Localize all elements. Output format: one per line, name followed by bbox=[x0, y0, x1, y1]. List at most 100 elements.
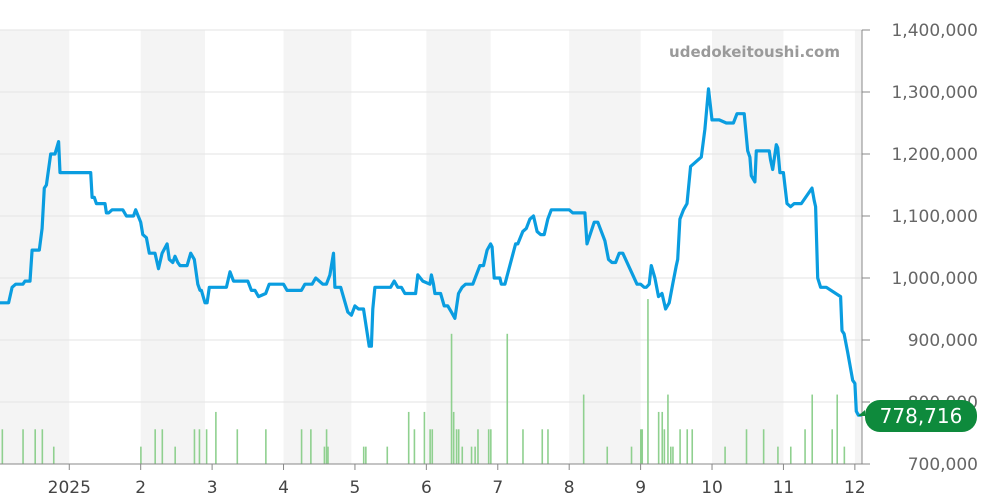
volume-bar bbox=[52, 446, 55, 464]
volume-bar bbox=[470, 446, 473, 464]
x-tick-label: 10 bbox=[701, 478, 723, 498]
volume-bar bbox=[1, 429, 4, 464]
volume-bar bbox=[457, 429, 460, 464]
volume-bar bbox=[745, 429, 748, 464]
volume-bar bbox=[34, 429, 36, 464]
volume-bar bbox=[490, 429, 492, 464]
volume-bar bbox=[431, 429, 434, 464]
volume-bar bbox=[487, 429, 490, 464]
volume-bar bbox=[461, 446, 464, 464]
volume-bar bbox=[686, 429, 689, 464]
x-tick-label: 12 bbox=[844, 478, 866, 498]
volume-bar bbox=[506, 333, 509, 464]
volume-bar bbox=[647, 299, 649, 464]
x-tick-label: 6 bbox=[421, 478, 432, 498]
volume-bar bbox=[325, 429, 328, 464]
volume-bar bbox=[327, 446, 329, 464]
volume-bar bbox=[41, 429, 44, 464]
month-band bbox=[283, 30, 352, 464]
volume-bar bbox=[423, 411, 426, 464]
x-tick-label: 11 bbox=[773, 478, 795, 498]
month-band bbox=[140, 30, 205, 464]
volume-bar bbox=[474, 446, 476, 464]
volume-bar bbox=[804, 429, 806, 464]
volume-bar bbox=[843, 446, 846, 464]
x-tick-label: 7 bbox=[492, 478, 503, 498]
volume-bar bbox=[365, 446, 367, 464]
volume-bar bbox=[522, 429, 524, 464]
volume-bar bbox=[154, 429, 156, 464]
volume-bar bbox=[672, 446, 674, 464]
volume-bar bbox=[640, 429, 642, 464]
volume-bar bbox=[831, 429, 834, 464]
volume-bar bbox=[724, 446, 726, 464]
volume-bar bbox=[205, 429, 208, 464]
month-band bbox=[0, 30, 70, 464]
x-tick-label: 2025 bbox=[48, 478, 91, 498]
volume-bar bbox=[670, 446, 672, 464]
y-tick-label: 700,000 bbox=[908, 455, 978, 475]
volume-bars bbox=[1, 299, 846, 464]
volume-bar bbox=[413, 429, 416, 464]
volume-bar bbox=[300, 429, 303, 464]
volume-bar bbox=[174, 446, 176, 464]
volume-bar bbox=[198, 429, 201, 464]
y-tick-label: 1,100,000 bbox=[891, 207, 978, 227]
x-tick-label: 3 bbox=[207, 478, 218, 498]
volume-bar bbox=[362, 446, 365, 464]
x-tick-label: 4 bbox=[278, 478, 289, 498]
volume-bar bbox=[429, 429, 431, 464]
volume-bar bbox=[22, 429, 24, 464]
y-tick-label: 1,000,000 bbox=[891, 269, 978, 289]
volume-bar bbox=[310, 429, 312, 464]
y-tick-label: 1,300,000 bbox=[891, 83, 978, 103]
volume-bar bbox=[582, 394, 585, 464]
volume-bar bbox=[450, 333, 453, 464]
volume-bar bbox=[323, 446, 326, 464]
volume-bar bbox=[630, 446, 633, 464]
volume-bar bbox=[606, 446, 609, 464]
volume-bar bbox=[452, 411, 455, 464]
y-tick-label: 1,400,000 bbox=[891, 21, 978, 41]
current-price-badge: 778,716 bbox=[858, 400, 977, 432]
volume-bar bbox=[547, 429, 549, 464]
volume-bar bbox=[811, 394, 814, 464]
price-line-series bbox=[0, 87, 862, 417]
volume-bar bbox=[236, 429, 239, 464]
volume-bar bbox=[836, 394, 839, 464]
volume-bar bbox=[691, 429, 694, 464]
volume-bar bbox=[679, 429, 681, 464]
month-band bbox=[712, 30, 784, 464]
volume-bar bbox=[657, 411, 660, 464]
volume-bar bbox=[455, 429, 458, 464]
volume-bar bbox=[661, 411, 664, 464]
volume-bar bbox=[541, 429, 544, 464]
volume-bar bbox=[663, 429, 666, 464]
watermark-text: udedokeitoushi.com bbox=[669, 43, 840, 61]
volume-bar bbox=[667, 394, 669, 464]
month-band bbox=[854, 30, 862, 464]
x-tick-label: 2 bbox=[135, 478, 146, 498]
volume-bar bbox=[407, 411, 410, 464]
volume-bar bbox=[477, 429, 479, 464]
x-tick-label: 9 bbox=[635, 478, 646, 498]
volume-bar bbox=[762, 429, 765, 464]
x-tick-label: 5 bbox=[350, 478, 361, 498]
volume-bar bbox=[641, 429, 644, 464]
volume-bar bbox=[161, 429, 164, 464]
volume-bar bbox=[386, 446, 389, 464]
y-axis: 700,000800,000900,0001,000,0001,100,0001… bbox=[861, 21, 978, 475]
volume-bar bbox=[789, 446, 792, 464]
month-bands bbox=[0, 30, 862, 464]
x-axis: 2025 2 3 4 5 6 7 8 9 10 11 12 bbox=[0, 463, 866, 498]
month-band bbox=[426, 30, 491, 464]
y-tick-label: 1,200,000 bbox=[891, 145, 978, 165]
volume-bar bbox=[140, 446, 142, 464]
volume-bar bbox=[215, 411, 217, 464]
volume-bar bbox=[265, 429, 267, 464]
volume-bar bbox=[777, 446, 779, 464]
volume-bar bbox=[193, 429, 196, 464]
y-tick-label: 900,000 bbox=[908, 331, 978, 351]
x-tick-label: 8 bbox=[564, 478, 575, 498]
